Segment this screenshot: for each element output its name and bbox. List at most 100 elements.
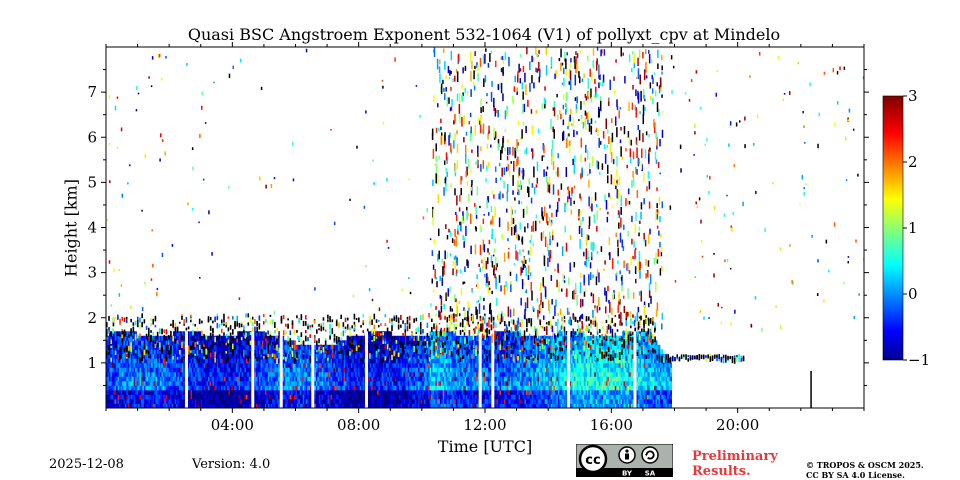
heatmap-cell <box>419 403 422 408</box>
heatmap-cell <box>378 335 381 341</box>
heatmap-cell <box>136 398 139 404</box>
heatmap-cell <box>519 362 522 368</box>
heatmap-cell <box>123 403 126 408</box>
heatmap-cell <box>353 335 356 341</box>
heatmap-cell <box>467 376 470 382</box>
heatmap-cell <box>261 358 264 364</box>
heatmap-cell <box>330 349 333 355</box>
heatmap-cell <box>349 389 352 395</box>
heatmap-cell <box>222 371 225 377</box>
heatmap-cell <box>164 385 167 391</box>
heatmap-cell <box>538 335 541 341</box>
heatmap-cell <box>136 340 139 346</box>
heatmap-cell <box>334 385 337 391</box>
heatmap-cell <box>273 389 276 395</box>
heatmap-cell <box>178 371 181 377</box>
heatmap-cell <box>544 376 547 382</box>
heatmap-cell <box>416 385 419 391</box>
heatmap-cell <box>151 367 154 373</box>
heatmap-cell <box>455 371 458 377</box>
heatmap-cell <box>231 385 234 391</box>
heatmap-cell <box>212 362 215 368</box>
heatmap-cell <box>241 353 244 359</box>
heatmap-cell <box>138 389 140 395</box>
heatmap-cell <box>496 371 499 377</box>
heatmap-cell <box>110 367 113 373</box>
heatmap-cell <box>256 385 258 391</box>
heatmap-cell <box>518 385 521 391</box>
heatmap-cell <box>257 376 260 382</box>
heatmap-cell <box>286 380 289 386</box>
heatmap-cell <box>537 349 540 355</box>
heatmap-cell <box>403 335 406 341</box>
heatmap-cell <box>455 362 458 368</box>
heatmap-cell <box>347 389 350 395</box>
heatmap-cell <box>426 335 429 341</box>
heatmap-cell <box>502 376 505 382</box>
heatmap-cell <box>521 385 524 391</box>
heatmap-cell <box>292 394 295 400</box>
heatmap-cell <box>200 403 203 408</box>
heatmap-cell <box>167 403 170 408</box>
heatmap-cell <box>202 367 205 373</box>
heatmap-cell <box>454 398 457 404</box>
heatmap-cell <box>145 358 148 364</box>
heatmap-cell <box>194 353 197 359</box>
heatmap-cell <box>442 394 445 400</box>
heatmap-cell <box>158 358 161 364</box>
heatmap-cell <box>553 376 556 382</box>
heatmap-cell <box>457 403 460 408</box>
heatmap-cell <box>415 353 417 359</box>
heatmap-cell <box>499 335 502 341</box>
heatmap-cell <box>495 385 498 391</box>
heatmap-cell <box>210 349 213 355</box>
heatmap-cell <box>219 394 222 400</box>
heatmap-cell <box>193 403 196 408</box>
heatmap-cell <box>323 371 326 377</box>
heatmap-cell <box>174 371 177 377</box>
heatmap-cell <box>132 331 135 337</box>
heatmap-cell <box>196 331 199 337</box>
heatmap-cell <box>433 340 436 346</box>
heatmap-cell <box>444 371 447 377</box>
heatmap-cell <box>171 371 174 377</box>
heatmap-cell <box>124 362 127 368</box>
heatmap-cell <box>429 398 432 404</box>
heatmap-cell <box>455 403 458 408</box>
heatmap-cell <box>502 371 505 377</box>
heatmap-cell <box>213 394 216 400</box>
heatmap-cell <box>267 385 270 391</box>
heatmap-cell <box>275 362 277 368</box>
heatmap-cell <box>506 394 509 400</box>
heatmap-cell <box>407 349 410 355</box>
heatmap-cell <box>400 367 403 373</box>
heatmap-cell <box>165 367 168 373</box>
heatmap-cell <box>138 403 140 408</box>
heatmap-cell <box>531 385 534 391</box>
heatmap-cell <box>477 340 480 346</box>
heatmap-cell <box>511 371 514 377</box>
heatmap-cell <box>278 403 280 408</box>
heatmap-cell <box>164 371 167 377</box>
heatmap-cell <box>111 331 114 337</box>
heatmap-cell <box>339 380 342 386</box>
heatmap-cell <box>245 362 248 368</box>
heatmap-cell <box>380 340 382 346</box>
heatmap-cell <box>385 371 388 377</box>
heatmap-cell <box>136 403 139 408</box>
heatmap-cell <box>107 371 110 377</box>
heatmap-cell <box>452 380 455 386</box>
heatmap-cell <box>339 389 342 395</box>
heatmap-cell <box>485 398 487 404</box>
heatmap-cell <box>445 349 448 355</box>
heatmap-cell <box>509 371 512 377</box>
heatmap-cell <box>264 344 267 350</box>
heatmap-cell <box>368 340 371 346</box>
heatmap-cell <box>552 380 554 386</box>
heatmap-cell <box>489 385 492 391</box>
heatmap-cell <box>512 398 515 404</box>
heatmap-cell <box>291 398 293 404</box>
heatmap-cell <box>499 367 502 373</box>
heatmap-cell <box>140 340 143 346</box>
heatmap-cell <box>229 389 232 395</box>
